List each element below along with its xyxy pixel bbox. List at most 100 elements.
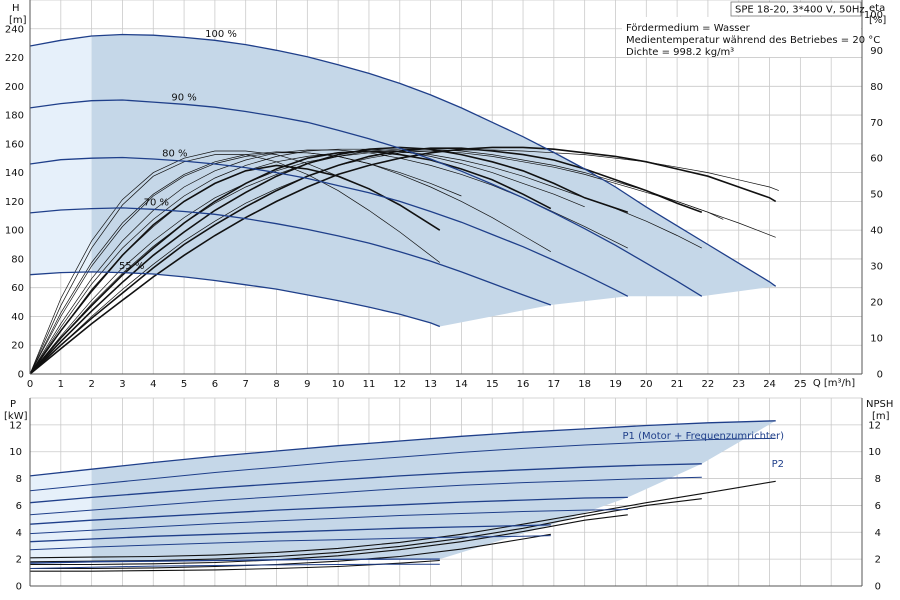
flow-tick-label: 9	[304, 379, 310, 390]
flow-tick-label: 15	[486, 379, 499, 390]
flow-tick-label: 2	[88, 379, 94, 390]
head-tick-label: 120	[5, 197, 24, 208]
head-tick-label: 220	[5, 53, 24, 64]
head-tick-label: 240	[5, 24, 24, 35]
p1-power-curve	[30, 463, 702, 504]
header-box	[730, 1, 862, 17]
p2-power-curve	[30, 437, 776, 492]
power-operating-range-area	[91, 420, 776, 562]
efficiency-curve	[30, 146, 777, 374]
efficiency-curve	[30, 150, 552, 374]
flow-axis-label: Q [m³/h]	[813, 378, 855, 389]
p2-power-curve	[30, 476, 702, 516]
flow-tick-label: 8	[273, 379, 279, 390]
flow-tick-label: 12	[393, 379, 406, 390]
info-line-temperature: Medientemperatur während des Betriebes =…	[626, 35, 880, 46]
legend-label-p2: P2	[772, 459, 784, 470]
npsh-tick-label: 6	[875, 501, 881, 512]
flow-tick-label: 24	[763, 379, 776, 390]
efficiency-curve	[30, 147, 703, 374]
eta-axis-unit: [%]	[869, 15, 886, 26]
p1-power-curve	[30, 420, 776, 477]
flow-tick-label: 17	[547, 379, 560, 390]
flow-tick-label: 10	[332, 379, 345, 390]
efficiency-curve	[30, 148, 585, 374]
npsh-tick-label: 0	[875, 582, 881, 593]
flow-tick-label: 7	[243, 379, 249, 390]
eta-tick-label: 100	[864, 10, 883, 21]
npsh-curve	[30, 480, 776, 559]
speed-curve-labels: 100 % 90 % 80 % 70 % 55 %	[119, 29, 237, 272]
efficiency-curve	[30, 150, 339, 374]
power-tick-label: 6	[16, 501, 22, 512]
head-tick-label: 40	[11, 312, 24, 323]
power-tick-label: 2	[16, 555, 22, 566]
efficiency-curves	[30, 146, 779, 374]
flow-tick-label: 25	[794, 379, 807, 390]
efficiency-curve	[30, 152, 551, 374]
p1-power-curve	[30, 524, 551, 543]
power-axis-unit-kw: [kW]	[4, 411, 28, 422]
npsh-axis-label: NPSH	[866, 399, 893, 410]
flow-tick-label: 19	[609, 379, 622, 390]
eta-tick-label: 30	[870, 262, 883, 273]
head-operating-area	[30, 34, 776, 327]
flow-tick-label: 0	[27, 379, 33, 390]
speed-curve-label: 100 %	[205, 29, 237, 40]
head-tick-label: 100	[5, 226, 24, 237]
power-panel: 0 2 4 6 8 10 12 0 2 4 6 8 10 12 P [kW] NPSH [m] P1 (M…	[4, 397, 893, 593]
power-tick-label: 4	[16, 528, 22, 539]
speed-curve	[30, 156, 629, 297]
power-tick-label: 12	[9, 420, 22, 431]
speed-curve-label: 55 %	[119, 261, 144, 272]
npsh-tick-label: 2	[875, 555, 881, 566]
flow-tick-label: 20	[640, 379, 653, 390]
head-tick-label: 180	[5, 111, 24, 122]
eta-tick-label: 50	[870, 190, 883, 201]
npsh-curves	[30, 480, 776, 572]
head-tick-label: 60	[11, 283, 24, 294]
efficiency-curve	[30, 154, 441, 374]
head-tick-label: 200	[5, 82, 24, 93]
head-tick-label: 140	[5, 168, 24, 179]
flow-tick-label: 4	[150, 379, 156, 390]
head-tick-label: 0	[18, 370, 24, 381]
flow-tick-label: 5	[181, 379, 187, 390]
head-axis-label-h: H	[12, 3, 20, 14]
eta-tick-label: 0	[877, 370, 883, 381]
head-tick-label: 160	[5, 139, 24, 150]
legend-label-p1: P1 (Motor + Frequenzumrichter)	[623, 431, 785, 442]
speed-curve	[30, 207, 552, 306]
eta-tick-label: 60	[870, 154, 883, 165]
flow-tick-label: 1	[58, 379, 64, 390]
p2-power-curve	[30, 563, 440, 569]
info-line-medium: Fördermedium = Wasser	[626, 23, 751, 34]
npsh-tick-label: 10	[868, 447, 881, 458]
efficiency-curve	[30, 151, 462, 374]
eta-axis-label: eta	[869, 3, 885, 14]
power-tick-label: 8	[16, 474, 22, 485]
npsh-curve	[30, 533, 551, 570]
npsh-curve	[30, 498, 702, 563]
speed-curve	[30, 99, 703, 297]
head-axis-unit-h: [m]	[9, 15, 27, 26]
flow-tick-label: 22	[702, 379, 715, 390]
flow-tick-label: 23	[732, 379, 745, 390]
head-tick-labels: 0 1 2 3 4 5 6 7 8 9 10 11 12 13 14 15 16 17 18 19 20 21 22 23 24…	[5, 10, 883, 390]
speed-curve-label: 70 %	[144, 198, 169, 209]
flow-tick-label: 11	[363, 379, 376, 390]
p2-power-curve	[30, 535, 551, 551]
npsh-axis-unit: [m]	[872, 411, 890, 422]
p1-power-curve	[30, 496, 628, 525]
flow-tick-label: 18	[578, 379, 591, 390]
info-box	[622, 17, 861, 57]
p1-power-curve	[30, 558, 440, 564]
npsh-curve	[30, 514, 628, 566]
head-tick-label: 20	[11, 341, 24, 352]
flow-tick-label: 21	[671, 379, 684, 390]
npsh-tick-label: 4	[875, 528, 881, 539]
speed-curve-label: 90 %	[171, 92, 196, 103]
eta-tick-label: 20	[870, 298, 883, 309]
eta-tick-label: 40	[870, 226, 883, 237]
